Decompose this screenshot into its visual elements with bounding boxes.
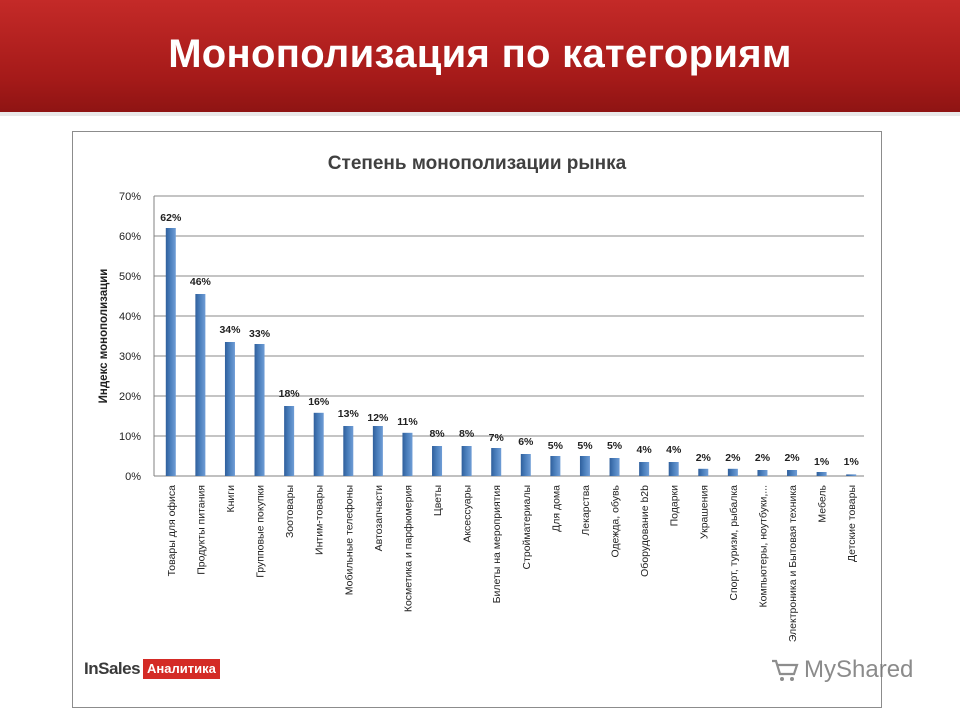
x-tick-label: Билеты на мероприятия: [491, 485, 503, 603]
x-tick-label: Стройматериалы: [521, 485, 533, 570]
watermark: MyShared: [770, 656, 913, 684]
bar: [698, 468, 709, 476]
x-tick-label: Мебель: [817, 484, 829, 522]
data-label: 5%: [548, 440, 564, 452]
data-label: 4%: [666, 444, 682, 456]
bar: [639, 462, 650, 476]
insales-logo: InSales Аналитика: [84, 658, 220, 680]
data-label: 2%: [755, 452, 771, 464]
bar: [461, 446, 472, 476]
x-tick-label: Детские товары: [846, 485, 858, 562]
cart-icon: [772, 659, 799, 681]
data-label: 11%: [397, 416, 418, 428]
watermark-text: MyShared: [804, 656, 914, 683]
title-banner: [0, 0, 960, 112]
x-tick-label: Книги: [225, 485, 237, 513]
data-label: 33%: [249, 328, 271, 340]
bar: [816, 472, 827, 476]
data-label: 7%: [489, 432, 505, 444]
logo-prefix: InSales: [84, 659, 141, 678]
data-label: 2%: [696, 452, 712, 464]
bar: [195, 294, 206, 476]
x-tick-label: Косметика и парфюмерия: [402, 485, 414, 612]
x-tick-label: Интим-товары: [314, 485, 326, 555]
x-tick-label: Спорт, туризм, рыбалка: [728, 485, 740, 601]
data-label: 5%: [577, 440, 593, 452]
bar: [787, 470, 798, 476]
x-tick-label: Одежда, обувь: [610, 484, 622, 557]
bar: [254, 344, 265, 476]
data-label: 4%: [637, 444, 653, 456]
y-tick-label: 40%: [119, 311, 141, 323]
x-tick-label: Электроника и Бытовая техника: [787, 485, 799, 642]
y-tick-label: 20%: [119, 391, 141, 403]
bar: [343, 426, 354, 476]
y-tick-label: 30%: [119, 351, 141, 363]
data-label: 18%: [279, 388, 301, 400]
bar: [579, 456, 590, 476]
x-tick-label: Автозапчасти: [373, 485, 385, 551]
bar: [402, 432, 413, 476]
banner-divider: [0, 112, 960, 116]
x-tick-label: Украшения: [698, 485, 710, 539]
data-label: 13%: [338, 408, 360, 420]
data-label: 12%: [367, 412, 389, 424]
y-tick-label: 0%: [125, 471, 141, 483]
bar: [491, 448, 502, 476]
x-tick-label: Лекарства: [580, 485, 592, 536]
y-tick-label: 50%: [119, 271, 141, 283]
bar: [520, 454, 531, 476]
data-label: 2%: [784, 452, 800, 464]
x-tick-label: Цветы: [432, 485, 444, 516]
data-label: 2%: [725, 452, 741, 464]
data-label: 1%: [814, 456, 830, 468]
data-label: 8%: [429, 428, 445, 440]
data-label: 8%: [459, 428, 475, 440]
x-tick-label: Подарки: [669, 485, 681, 527]
bar: [727, 468, 738, 476]
data-label: 5%: [607, 440, 623, 452]
data-label: 46%: [190, 276, 212, 288]
chart-frame: Степень монополизации рынка 0% 10% 20% 30% 40…: [72, 131, 882, 708]
bar: [757, 470, 768, 476]
data-label: 6%: [518, 436, 534, 448]
y-tick-label: 10%: [119, 431, 141, 443]
bar: [284, 406, 295, 476]
chart-title: Степень монополизации рынка: [328, 153, 627, 174]
bar: [846, 474, 857, 476]
x-tick-label: Аксессуары: [462, 485, 474, 543]
logo-badge: Аналитика: [143, 659, 220, 679]
bar: [668, 462, 679, 476]
x-tick-label: Групповые покупки: [255, 485, 267, 578]
bar: [224, 342, 235, 476]
x-tick-label: Зоотовары: [284, 485, 296, 538]
data-label: 16%: [308, 396, 330, 408]
y-tick-label: 60%: [119, 231, 141, 243]
bar: [432, 446, 443, 476]
x-tick-label: Товары для офиса: [166, 485, 178, 576]
bar: [550, 456, 561, 476]
y-tick-label: 70%: [119, 191, 141, 203]
x-tick-label: Мобильные телефоны: [343, 485, 355, 595]
x-tick-label: Компьютеры, ноутбуки,...: [757, 485, 769, 607]
data-label: 62%: [160, 212, 182, 224]
slide-title: Монополизация по категориям: [168, 32, 792, 76]
bar-chart: Степень монополизации рынка 0% 10% 20% 30% 40…: [98, 153, 864, 642]
x-tick-label: Для дома: [550, 485, 562, 532]
y-axis-title: Индекс монополизации: [98, 269, 110, 404]
x-tick-label: Продукты питания: [195, 485, 207, 575]
bar: [372, 426, 383, 476]
bar: [313, 412, 324, 476]
data-label: 1%: [844, 456, 860, 468]
data-label: 34%: [219, 324, 241, 336]
x-tick-label: Оборудование b2b: [639, 485, 651, 577]
bar: [165, 228, 176, 476]
bar: [609, 458, 620, 476]
